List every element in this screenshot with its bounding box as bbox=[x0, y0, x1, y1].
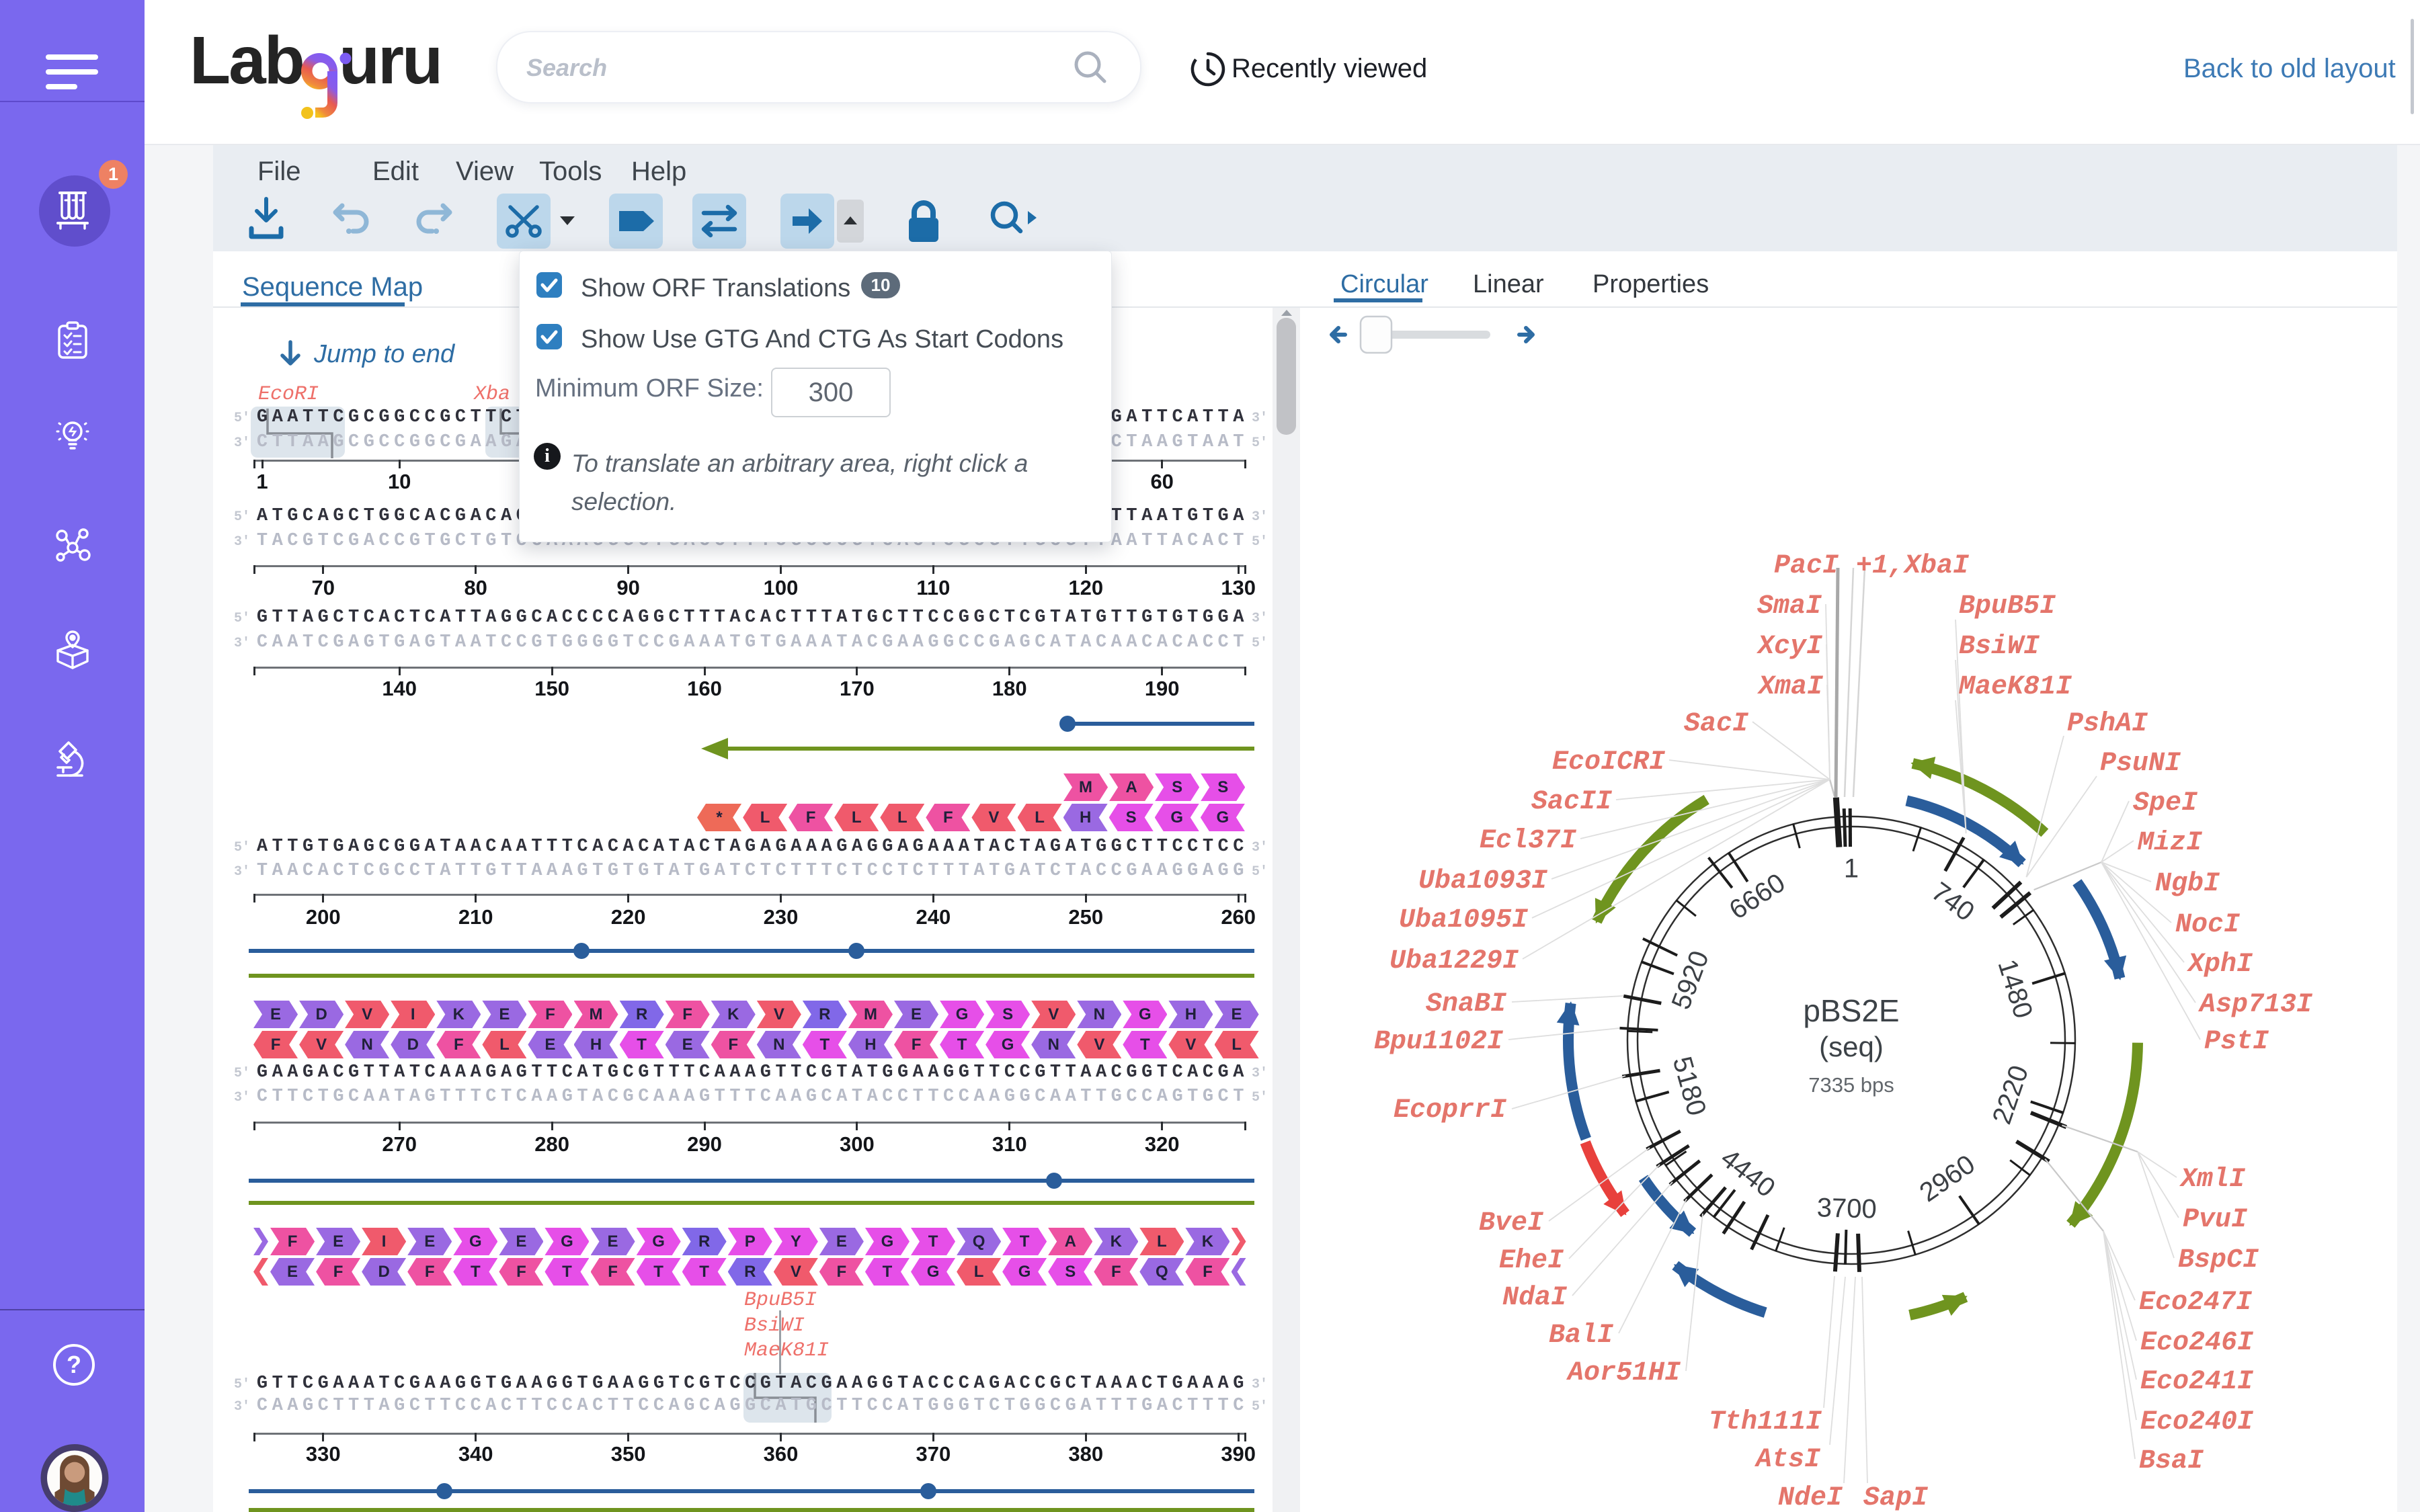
svg-text:Uba1093I: Uba1093I bbox=[1418, 866, 1548, 896]
svg-text:1: 1 bbox=[1844, 854, 1859, 884]
svg-text:5180: 5180 bbox=[1667, 1054, 1712, 1120]
svg-text:2960: 2960 bbox=[1914, 1149, 1980, 1208]
svg-text:PvuI: PvuI bbox=[2183, 1205, 2248, 1235]
svg-text:BveI: BveI bbox=[1479, 1208, 1544, 1238]
svg-text:Ecl37I: Ecl37I bbox=[1480, 826, 1577, 856]
svg-text:XphI: XphI bbox=[2186, 950, 2253, 980]
svg-text:SacII: SacII bbox=[1531, 787, 1613, 817]
svg-text:BsaI: BsaI bbox=[2139, 1446, 2204, 1476]
svg-text:+1,XbaI: +1,XbaI bbox=[1856, 551, 1970, 581]
svg-text:EcoprrI: EcoprrI bbox=[1394, 1095, 1507, 1126]
svg-text:MaeK81I: MaeK81I bbox=[1958, 672, 2072, 702]
svg-text:SacI: SacI bbox=[1684, 709, 1749, 739]
svg-text:NdeI: NdeI bbox=[1778, 1483, 1843, 1512]
svg-text:Tth111I: Tth111I bbox=[1709, 1407, 1822, 1437]
svg-text:PshAI: PshAI bbox=[2067, 709, 2148, 739]
svg-text:5920: 5920 bbox=[1666, 947, 1715, 1013]
svg-text:XcyI: XcyI bbox=[1756, 632, 1823, 662]
svg-text:XmlI: XmlI bbox=[2179, 1165, 2246, 1195]
svg-text:MizI: MizI bbox=[2137, 828, 2203, 858]
svg-text:BpuB5I: BpuB5I bbox=[1959, 591, 2056, 622]
svg-text:SmaI: SmaI bbox=[1757, 591, 1822, 622]
svg-text:Bpu1102I: Bpu1102I bbox=[1374, 1027, 1504, 1057]
svg-text:BalI: BalI bbox=[1549, 1320, 1614, 1351]
svg-text:BspCI: BspCI bbox=[2178, 1245, 2259, 1275]
svg-text:Eco240I: Eco240I bbox=[2140, 1407, 2254, 1437]
svg-text:PstI: PstI bbox=[2204, 1027, 2269, 1057]
svg-text:XmaI: XmaI bbox=[1757, 672, 1824, 702]
svg-text:PacI: PacI bbox=[1774, 551, 1839, 581]
svg-text:NocI: NocI bbox=[2175, 910, 2241, 940]
svg-text:PsuNI: PsuNI bbox=[2100, 749, 2181, 779]
svg-text:6660: 6660 bbox=[1724, 868, 1791, 925]
svg-text:NdaI: NdaI bbox=[1502, 1283, 1568, 1313]
svg-text:3700: 3700 bbox=[1816, 1193, 1877, 1224]
svg-text:SpeI: SpeI bbox=[2133, 788, 2198, 818]
svg-text:SapI: SapI bbox=[1863, 1483, 1929, 1512]
svg-text:Asp713I: Asp713I bbox=[2197, 990, 2313, 1020]
svg-text:1480: 1480 bbox=[1992, 956, 2038, 1022]
svg-text:SnaBI: SnaBI bbox=[1426, 989, 1507, 1019]
svg-text:740: 740 bbox=[1926, 877, 1980, 927]
svg-text:EcoICRI: EcoICRI bbox=[1552, 747, 1666, 778]
svg-text:2220: 2220 bbox=[1987, 1062, 2034, 1128]
svg-text:Uba1095I: Uba1095I bbox=[1399, 905, 1529, 935]
svg-text:(seq): (seq) bbox=[1819, 1031, 1884, 1062]
svg-text:Eco246I: Eco246I bbox=[2140, 1328, 2254, 1358]
svg-text:NgbI: NgbI bbox=[2155, 869, 2220, 899]
svg-text:7335 bps: 7335 bps bbox=[1808, 1073, 1894, 1097]
svg-text:Aor51HI: Aor51HI bbox=[1566, 1358, 1681, 1388]
svg-text:EheI: EheI bbox=[1499, 1246, 1564, 1276]
svg-text:4440: 4440 bbox=[1716, 1143, 1781, 1203]
svg-text:Uba1229I: Uba1229I bbox=[1389, 946, 1519, 976]
svg-text:AtsI: AtsI bbox=[1754, 1445, 1821, 1475]
svg-text:pBS2E: pBS2E bbox=[1803, 993, 1899, 1028]
svg-text:Eco241I: Eco241I bbox=[2140, 1367, 2254, 1397]
svg-text:BsiWI: BsiWI bbox=[1959, 632, 2040, 662]
svg-text:Eco247I: Eco247I bbox=[2139, 1288, 2253, 1318]
